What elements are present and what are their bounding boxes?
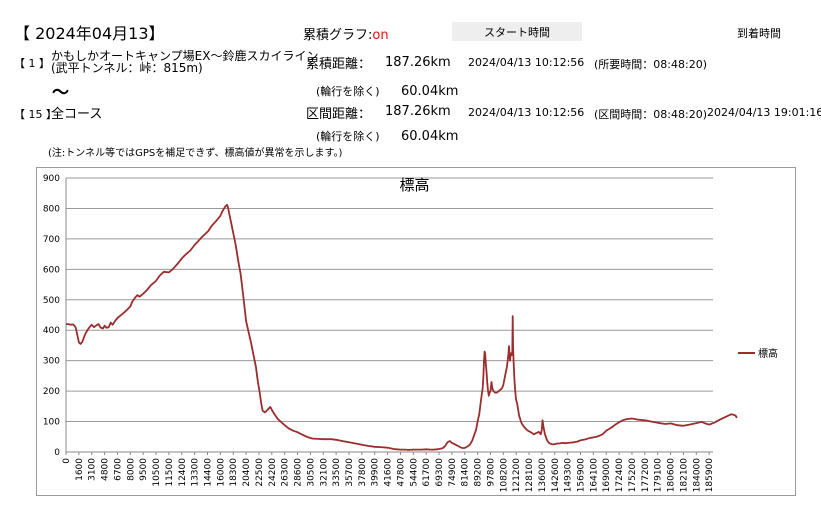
date-title: 【 2024年04月13】	[14, 24, 165, 43]
cumulative-graph-toggle[interactable]: 累積グラフ:on	[303, 24, 389, 43]
x-tick-label: 3100	[88, 458, 98, 481]
elevation-chart-frame	[36, 167, 796, 496]
legend-label: 標高	[758, 347, 778, 360]
x-tick-label: 169000	[602, 458, 612, 493]
y-tick-label: 0	[54, 448, 60, 458]
cumulative-graph-label: 累積グラフ:	[303, 28, 373, 43]
x-tick-label: 10500	[152, 458, 162, 487]
section-start-name-line1: かもしかオートキャンプ場EX～鈴鹿スカイライン	[51, 49, 319, 63]
arrival-time-header: 到着時間	[737, 27, 781, 40]
x-tick-label: 30500	[306, 458, 316, 487]
x-tick-label: 26300	[281, 458, 291, 487]
x-tick-label: 185900	[705, 458, 715, 493]
x-tick-label: 18300	[229, 458, 239, 487]
x-tick-label: 16000	[216, 458, 226, 487]
x-tick-label: 39900	[371, 458, 381, 487]
section-end-name: 全コース	[51, 107, 103, 122]
x-tick-label: 156900	[577, 458, 587, 493]
section-start-number: 【 1 】	[14, 57, 50, 70]
x-tick-label: 0	[62, 458, 72, 464]
x-tick-label: 32100	[319, 458, 329, 487]
x-tick-label: 14400	[203, 458, 213, 487]
y-tick-label: 900	[43, 174, 60, 184]
series-line-elevation	[66, 203, 738, 451]
section-start-datetime: 2024/04/13 10:12:56	[468, 106, 585, 119]
range-tilde: ～	[52, 83, 69, 103]
x-tick-label: 41600	[384, 458, 394, 487]
x-tick-label: 37800	[358, 458, 368, 487]
x-tick-label: 6700	[113, 458, 123, 481]
y-axis-ticks: 0 100 200 300 400 500 600 700 800 900	[43, 174, 60, 458]
x-tick-label: 136000	[538, 458, 548, 493]
x-tick-label: 54400	[409, 458, 419, 487]
x-tick-label: 121200	[512, 458, 522, 493]
section-start-name-line2: (武平トンネル：峠：815m)	[51, 61, 203, 75]
cumulative-required-time: (所要時間：08:48:20)	[594, 58, 707, 71]
chart-title: 標高	[399, 176, 429, 194]
y-tick-label: 200	[43, 387, 60, 397]
section-distance-value: 187.26km	[385, 104, 451, 119]
x-tick-label: 11500	[165, 458, 175, 487]
section-end-number: 【 15 】	[14, 108, 57, 121]
y-tick-label: 300	[43, 357, 60, 367]
x-tick-label: 28600	[294, 458, 304, 487]
cumulative-distance-label: 累積距離：	[306, 57, 372, 72]
x-tick-label: 128100	[525, 458, 535, 493]
y-tick-label: 500	[43, 296, 60, 306]
x-tick-label: 12400	[178, 458, 188, 487]
x-tick-label: 108200	[499, 458, 509, 493]
y-tick-label: 800	[43, 204, 60, 214]
cumulative-excl-label: (輪行を除く)	[316, 85, 380, 98]
x-tick-label: 24200	[268, 458, 278, 487]
x-tick-label: 69300	[435, 458, 445, 487]
x-tick-label: 47800	[396, 458, 406, 487]
x-tick-label: 8000	[126, 458, 136, 481]
x-tick-label: 35700	[345, 458, 355, 487]
y-tick-label: 400	[43, 326, 60, 336]
cumulative-start-datetime: 2024/04/13 10:12:56	[468, 56, 585, 69]
cumulative-excl-value: 60.04km	[401, 84, 459, 99]
x-tick-label: 184000	[692, 458, 702, 493]
x-tick-label: 97800	[486, 458, 496, 487]
x-axis-ticks: 0 1600 3100 4800 6700 8000 9500 10500 11500 12400…	[62, 452, 715, 492]
x-tick-label: 89200	[474, 458, 484, 487]
x-tick-label: 61700	[422, 458, 432, 487]
x-tick-label: 177200	[641, 458, 651, 493]
x-tick-label: 180600	[667, 458, 677, 493]
section-excl-label: (輪行を除く)	[316, 130, 380, 143]
x-tick-label: 22500	[255, 458, 265, 487]
start-time-header: スタート時間	[452, 22, 582, 41]
x-tick-label: 74900	[448, 458, 458, 487]
x-tick-label: 1600	[75, 458, 85, 481]
x-tick-label: 81400	[461, 458, 471, 487]
section-time: (区間時間：08:48:20)	[594, 108, 707, 121]
chart-grid	[66, 177, 713, 453]
x-tick-label: 33500	[332, 458, 342, 487]
cumulative-distance-value: 187.26km	[385, 55, 451, 70]
x-tick-label: 13300	[191, 458, 201, 487]
section-distance-label: 区間距離：	[306, 107, 372, 122]
section-arrival-datetime: 2024/04/13 19:01:16	[707, 106, 821, 119]
y-tick-label: 700	[43, 235, 60, 245]
x-tick-label: 179100	[654, 458, 664, 493]
x-tick-label: 20400	[242, 458, 252, 487]
x-tick-label: 182100	[679, 458, 689, 493]
x-tick-label: 149300	[564, 458, 574, 493]
x-tick-label: 175200	[628, 458, 638, 493]
x-tick-label: 9500	[139, 458, 149, 481]
section-excl-value: 60.04km	[401, 129, 459, 144]
y-tick-label: 100	[43, 418, 60, 428]
y-tick-label: 600	[43, 265, 60, 275]
gps-note: (注:トンネル等ではGPSを補足できず、標高値が異常を示します。)	[48, 148, 343, 159]
x-tick-label: 164100	[589, 458, 599, 493]
cumulative-graph-value: on	[372, 28, 389, 43]
x-tick-label: 172400	[615, 458, 625, 493]
x-tick-label: 142600	[551, 458, 561, 493]
x-tick-label: 4800	[101, 458, 111, 481]
